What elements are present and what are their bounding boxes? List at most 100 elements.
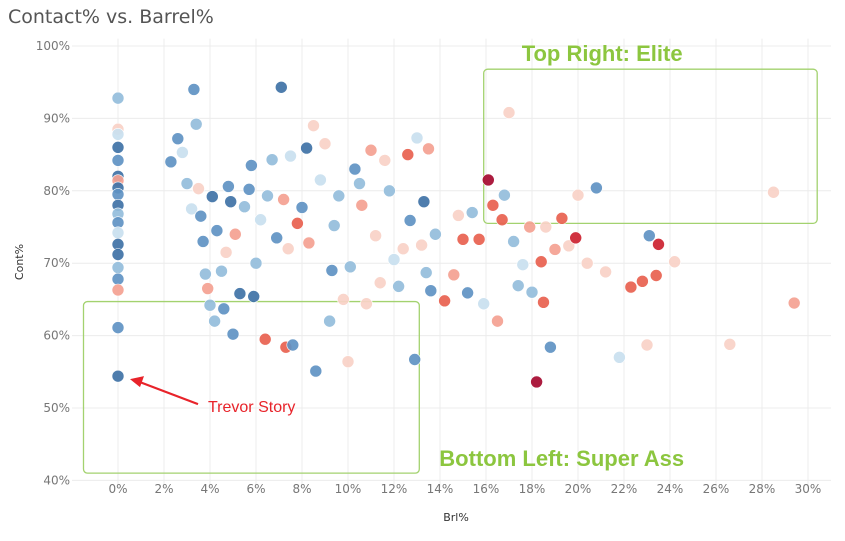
x-axis-label: Brl% — [443, 511, 469, 524]
data-point — [569, 231, 583, 245]
data-point — [599, 265, 612, 279]
data-point — [222, 180, 235, 193]
data-point — [261, 189, 274, 203]
y-tick-label: 50% — [43, 401, 70, 415]
data-point — [217, 302, 231, 316]
data-point — [507, 235, 520, 248]
data-point — [378, 154, 392, 167]
data-point — [219, 246, 233, 259]
data-point — [111, 154, 125, 167]
data-point — [189, 117, 203, 131]
data-point — [373, 276, 387, 290]
top-right-box — [483, 68, 818, 225]
data-point — [636, 274, 649, 288]
data-point — [787, 296, 801, 310]
x-tick-label: 2% — [154, 482, 173, 496]
arrow-icon — [130, 376, 199, 406]
data-point — [254, 213, 267, 227]
data-point — [767, 185, 780, 199]
data-point — [111, 141, 125, 154]
x-tick-label: 26% — [703, 482, 730, 496]
data-point — [341, 355, 355, 368]
data-point — [199, 267, 212, 281]
data-point — [364, 143, 378, 157]
data-point — [590, 181, 603, 195]
data-point — [274, 80, 288, 94]
data-point — [516, 258, 530, 271]
data-point — [624, 280, 638, 294]
data-point — [270, 231, 284, 245]
data-point — [265, 153, 279, 166]
data-point — [196, 235, 210, 248]
data-point — [215, 264, 228, 278]
arrow-shaft — [139, 381, 199, 406]
data-point — [249, 256, 263, 270]
data-point — [111, 248, 125, 261]
data-point — [461, 286, 474, 300]
data-point — [284, 149, 297, 163]
data-point — [495, 213, 509, 227]
data-point — [171, 132, 185, 145]
data-point — [652, 238, 665, 251]
x-tick-label: 24% — [657, 482, 684, 496]
x-axis-ticks: 0% 2% 4% 6% 8% 10% 12% 14% 16% 18% 20% 22% 24% 26% 28%… — [108, 482, 821, 496]
x-tick-label: 18% — [519, 482, 546, 496]
y-axis-ticks: 40% 50% 60% 70% 80% 90% 100% — [36, 39, 70, 487]
data-point — [111, 128, 125, 141]
data-point — [525, 285, 539, 299]
data-point — [387, 253, 401, 266]
data-point — [562, 239, 576, 253]
y-tick-label: 60% — [43, 329, 70, 343]
data-point — [194, 209, 208, 223]
data-point — [465, 206, 479, 219]
data-point — [111, 226, 125, 240]
data-points — [111, 80, 801, 389]
data-point — [111, 283, 125, 297]
data-point — [233, 287, 247, 300]
grid-lines — [72, 38, 831, 488]
data-point — [491, 314, 504, 328]
data-point — [258, 332, 272, 346]
data-point — [383, 184, 396, 198]
data-point — [723, 337, 737, 351]
data-point — [523, 220, 537, 234]
x-tick-label: 14% — [427, 482, 454, 496]
data-point — [300, 141, 313, 155]
y-tick-label: 90% — [43, 111, 70, 125]
data-point — [226, 327, 240, 341]
data-point — [419, 266, 433, 279]
data-point — [277, 193, 290, 206]
data-point — [229, 227, 242, 241]
data-point — [327, 219, 341, 232]
data-point — [486, 198, 500, 212]
data-point — [206, 190, 219, 203]
data-point — [511, 279, 525, 292]
bottom-left-label: Bottom Left: Super Ass — [439, 446, 684, 471]
x-tick-label: 4% — [200, 482, 219, 496]
data-point — [332, 189, 346, 203]
x-tick-label: 20% — [565, 482, 592, 496]
data-point — [309, 364, 323, 378]
data-point — [424, 284, 438, 298]
y-tick-label: 100% — [36, 39, 70, 53]
data-point — [580, 256, 594, 270]
data-point — [208, 314, 221, 328]
data-point — [571, 188, 585, 202]
data-point — [472, 233, 486, 246]
data-point — [323, 314, 336, 328]
data-point — [337, 293, 350, 306]
x-tick-label: 30% — [795, 482, 822, 496]
data-point — [242, 183, 256, 196]
top-right-elite-label: Top Right: Elite — [522, 41, 683, 66]
data-point — [530, 375, 543, 389]
data-point — [438, 294, 451, 308]
data-point — [302, 236, 316, 250]
data-point — [281, 242, 295, 256]
data-point — [325, 264, 339, 277]
data-point — [348, 162, 362, 176]
data-point — [668, 255, 681, 269]
data-point — [417, 195, 431, 208]
data-point — [318, 137, 332, 151]
data-point — [539, 220, 553, 234]
